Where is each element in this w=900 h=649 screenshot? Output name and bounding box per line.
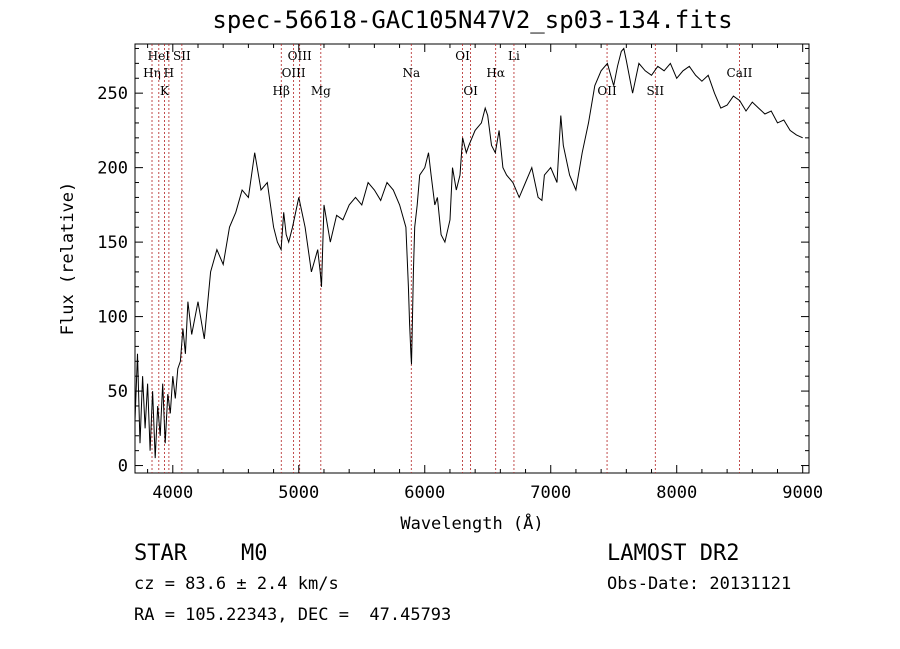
spectral-line-label: SII: [646, 84, 664, 98]
x-tick-label: 9000: [782, 483, 823, 503]
spectral-line-label: OII: [597, 84, 617, 98]
spectral-line-label: CaII: [727, 66, 753, 80]
spectral-line-label: OIII: [282, 66, 306, 80]
x-tick-label: 4000: [152, 483, 193, 503]
x-tick-label: 7000: [530, 483, 571, 503]
spectral-line-label: OI: [463, 84, 478, 98]
survey-name: LAMOST DR2: [607, 541, 740, 566]
y-tick-label: 50: [108, 382, 128, 402]
coordinates: RA = 105.22343, DEC = 47.45793: [134, 605, 452, 625]
spectral-line-label: SII: [173, 49, 191, 63]
x-tick-label: 8000: [656, 483, 697, 503]
spectral-line-label: OI: [455, 49, 470, 63]
spectral-line-label: Hβ: [273, 84, 290, 98]
y-tick-label: 0: [118, 457, 128, 477]
object-type: STAR: [134, 541, 187, 566]
spectral-line-label: Li: [508, 49, 520, 63]
spectral-line-label: K: [160, 84, 170, 98]
x-tick-label: 5000: [278, 483, 319, 503]
spectrum-line: [134, 47, 803, 459]
y-tick-label: 100: [97, 308, 128, 328]
spectral-line-label: H: [164, 66, 174, 80]
spectral-subclass: M0: [241, 541, 268, 566]
y-tick-label: 250: [97, 84, 128, 104]
chart-title: spec-56618-GAC105N47V2_sp03-134.fits: [212, 6, 733, 34]
spectral-line-label: Mg: [311, 84, 331, 98]
spectral-line-label: Na: [402, 66, 420, 80]
observation-date: Obs-Date: 20131121: [607, 574, 792, 594]
spectral-line-label: Hη: [143, 66, 161, 80]
y-tick-label: 200: [97, 159, 128, 179]
y-tick-label: 150: [97, 233, 128, 253]
spectral-line-label: OIII: [288, 49, 312, 63]
x-tick-label: 6000: [404, 483, 445, 503]
plot-frame: [134, 43, 810, 474]
spectral-line-label: Hα: [486, 66, 505, 80]
y-axis-label: Flux (relative): [58, 182, 78, 336]
redshift-velocity: cz = 83.6 ± 2.4 km/s: [134, 574, 339, 594]
spectral-line-label: HeI: [148, 49, 171, 63]
x-axis-label: Wavelength (Å): [400, 512, 543, 534]
